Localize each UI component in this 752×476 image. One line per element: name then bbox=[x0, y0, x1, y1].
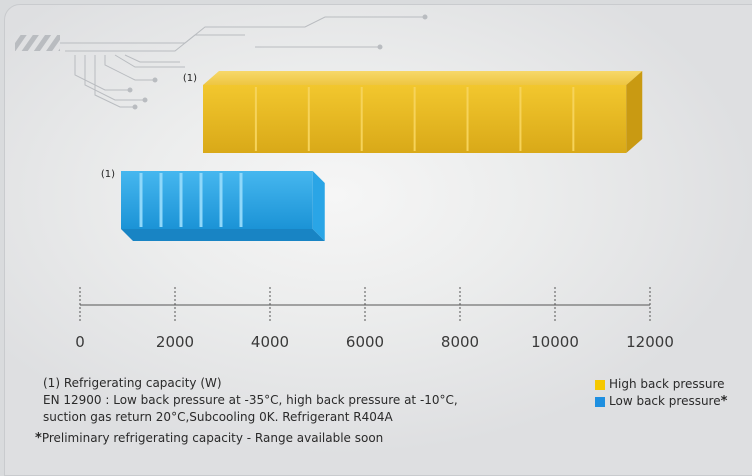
legend: High back pressure Low back pressure * bbox=[595, 376, 727, 410]
x-tick-label: 12000 bbox=[626, 333, 674, 351]
note-capacity-unit: (1) Refrigerating capacity (W) bbox=[43, 376, 222, 390]
bar-note-label: (1) bbox=[101, 169, 115, 180]
bar-low-back-pressure: (1) bbox=[101, 169, 325, 241]
note-standard-conditions: EN 12900 : Low back pressure at -35°C, h… bbox=[43, 393, 458, 407]
x-tick-label: 2000 bbox=[156, 333, 194, 351]
x-tick-label: 0 bbox=[75, 333, 85, 351]
note-preliminary-text: Preliminary refrigerating capacity - Ran… bbox=[41, 431, 384, 445]
note-refrigerant: suction gas return 20°C,Subcooling 0K. R… bbox=[43, 410, 393, 424]
bar-top-face bbox=[203, 71, 643, 85]
circuit-decoration bbox=[15, 14, 428, 110]
asterisk-marker: * bbox=[35, 431, 42, 446]
legend-swatch-low bbox=[595, 396, 605, 407]
legend-label-high: High back pressure bbox=[609, 377, 725, 391]
legend-item-low: Low back pressure * bbox=[595, 393, 727, 410]
bar-high-back-pressure: (1) bbox=[183, 71, 643, 153]
legend-asterisk: * bbox=[720, 394, 728, 409]
bar-side-face bbox=[626, 71, 643, 153]
legend-label-low: Low back pressure bbox=[609, 394, 721, 408]
legend-item-high: High back pressure bbox=[595, 376, 727, 393]
bar-bottom-face bbox=[121, 229, 325, 241]
legend-swatch-high bbox=[595, 379, 605, 390]
footnotes: (1) Refrigerating capacity (W) EN 12900 … bbox=[35, 375, 563, 447]
bar-front-face bbox=[121, 171, 313, 229]
x-tick-label: 8000 bbox=[441, 333, 479, 351]
x-tick-label: 10000 bbox=[531, 333, 579, 351]
chart-canvas: (1) (1) 0 2000 4000 6000 8000 10000 12000 bbox=[15, 14, 674, 351]
x-tick-label: 4000 bbox=[251, 333, 289, 351]
note-preliminary: *Preliminary refrigerating capacity - Ra… bbox=[35, 430, 555, 447]
chart-panel: (1) (1) 0 2000 4000 6000 8000 10000 12000 (1) R… bbox=[4, 4, 752, 476]
bar-note-label: (1) bbox=[183, 73, 197, 84]
x-tick-label: 6000 bbox=[346, 333, 384, 351]
bar-side-face bbox=[312, 171, 325, 241]
